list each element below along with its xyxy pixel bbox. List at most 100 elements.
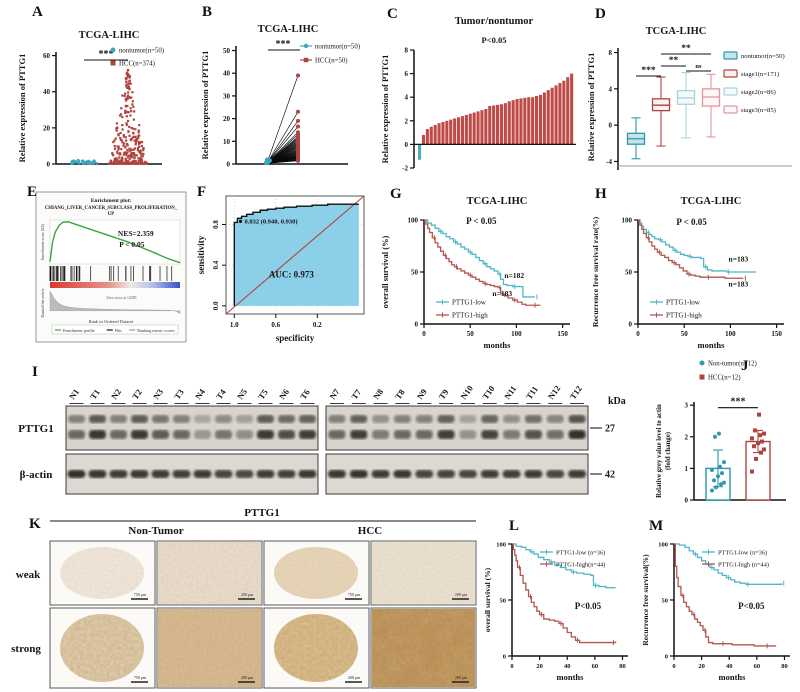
n-label: n=182	[504, 271, 524, 280]
data-point-hcc	[136, 147, 139, 150]
y-tick-label: 100	[408, 217, 419, 225]
bar	[535, 96, 539, 145]
data-point-hcc	[128, 82, 132, 85]
y-tick-label: 50	[625, 269, 633, 277]
y-tick-label: 2	[685, 433, 689, 441]
y-tick-label: 50	[223, 47, 231, 55]
data-point-hcc	[119, 113, 123, 116]
data-point-hcc	[135, 138, 138, 141]
gsea-legend-box	[51, 324, 179, 335]
gsea-geneset: CHIANG_LIVER_CANCER_SUBCLASS_PROLIFERATI…	[45, 206, 178, 211]
data-point-hcc	[114, 137, 117, 140]
data-point	[756, 441, 760, 446]
data-point-hcc	[144, 162, 148, 165]
band-pttg1-upper	[131, 415, 148, 423]
tissue-blotch	[372, 609, 475, 687]
bar	[503, 103, 507, 145]
bar	[418, 144, 422, 160]
band-pttg1-lower	[459, 430, 477, 439]
p-value: P < 0.05	[676, 217, 707, 227]
lane-label: N5	[235, 387, 249, 401]
x-tick-label: 1.0	[230, 321, 239, 329]
bar	[441, 121, 445, 145]
panel-l-chart: 0 50 100 0 20 40 60 80 P<0.05 overall survival (%…	[483, 542, 628, 682]
data-point-hcc	[120, 158, 123, 161]
legend-label: PTTG1-low	[666, 299, 701, 307]
panel-label-j: J	[741, 358, 749, 374]
data-point-hcc	[137, 157, 140, 160]
bar	[523, 97, 527, 145]
data-point-nontumor	[91, 160, 94, 164]
chart-title: Tumor/nontumor	[455, 16, 534, 27]
x-tick-label: 0	[422, 330, 426, 338]
band-actin	[349, 470, 368, 478]
data-point-hcc	[127, 119, 130, 123]
band-actin	[371, 470, 390, 478]
lane-label: T1	[88, 387, 102, 401]
panel-label-b: B	[202, 4, 213, 20]
data-point-hcc	[127, 160, 130, 163]
bar	[460, 116, 464, 145]
data-point	[750, 469, 754, 474]
panel-label-i: I	[32, 364, 38, 380]
band-pttg1-upper	[503, 415, 521, 423]
x-tick-label: 60	[754, 663, 761, 670]
y-tick-label: 0	[685, 497, 689, 505]
data-point-hcc	[126, 94, 130, 97]
data-point-hcc	[132, 135, 135, 138]
kda-42-label: 42	[605, 470, 615, 481]
y-tick-label: -4	[606, 158, 612, 166]
data-point-hcc	[124, 110, 128, 113]
data-point-hcc	[132, 132, 135, 135]
rank-axis-label: Ranked list metric	[40, 288, 45, 318]
threshold-label: 0.832 (0.940, 0.930)	[245, 218, 298, 225]
data-point-hcc	[127, 85, 131, 88]
membrane-actin	[325, 453, 589, 495]
data-point-hcc	[128, 88, 131, 91]
data-point-hcc	[142, 147, 145, 151]
data-point-hcc	[121, 94, 124, 97]
data-point-hcc	[121, 159, 124, 162]
data-point-hcc	[132, 127, 135, 130]
legend-label: PTTG1-high	[666, 312, 702, 320]
panel-label-m: M	[649, 518, 664, 534]
bar	[468, 113, 472, 145]
legend-label: HCC(n=374)	[119, 61, 155, 68]
panel-g-chart: 0 50 100 0 50 100 150 TCGA-LIHC P < 0.05 overall …	[380, 196, 570, 350]
y-tick-label: 0.4	[212, 260, 220, 269]
ranked-metric-area	[49, 290, 181, 314]
band-pttg1-upper	[328, 415, 346, 423]
band-pttg1-lower	[68, 430, 85, 439]
km-curve	[424, 219, 541, 306]
p-value: P<0.05	[482, 35, 507, 45]
data-point-nontumor	[80, 159, 84, 163]
band-pttg1-upper	[299, 415, 316, 423]
data-point-hcc	[134, 143, 137, 146]
chart-title: TCGA-LIHC	[646, 26, 707, 37]
data-point-hcc	[133, 147, 137, 150]
band-actin	[546, 470, 565, 478]
y-tick-label: 10	[223, 138, 231, 146]
data-point-hcc	[124, 105, 127, 108]
pair-line	[267, 75, 299, 161]
band-pttg1-upper	[546, 415, 564, 423]
data-point	[754, 456, 758, 461]
legend-label: PTTG1-low (n=36)	[556, 550, 605, 557]
panel-label-d: D	[595, 6, 606, 22]
data-point-hcc	[120, 107, 123, 110]
legend-swatch	[723, 105, 738, 114]
significance-label: **	[681, 44, 691, 54]
band-pttg1-lower	[278, 430, 295, 439]
data-point	[718, 464, 722, 469]
data-point-hcc	[113, 160, 117, 163]
diagonal-reference	[225, 195, 365, 315]
band-pttg1-upper	[236, 415, 253, 423]
y-tick-label: 0	[609, 122, 613, 130]
kda-unit-label: kDa	[608, 396, 626, 407]
band-pttg1-lower	[152, 430, 169, 439]
data-point-hcc	[126, 73, 129, 76]
x-tick-label: 40	[564, 663, 571, 670]
data-point-hcc	[141, 155, 144, 158]
x-axis-label: months	[719, 672, 747, 682]
es-axis-label: Enrichment score (ES)	[40, 223, 45, 260]
